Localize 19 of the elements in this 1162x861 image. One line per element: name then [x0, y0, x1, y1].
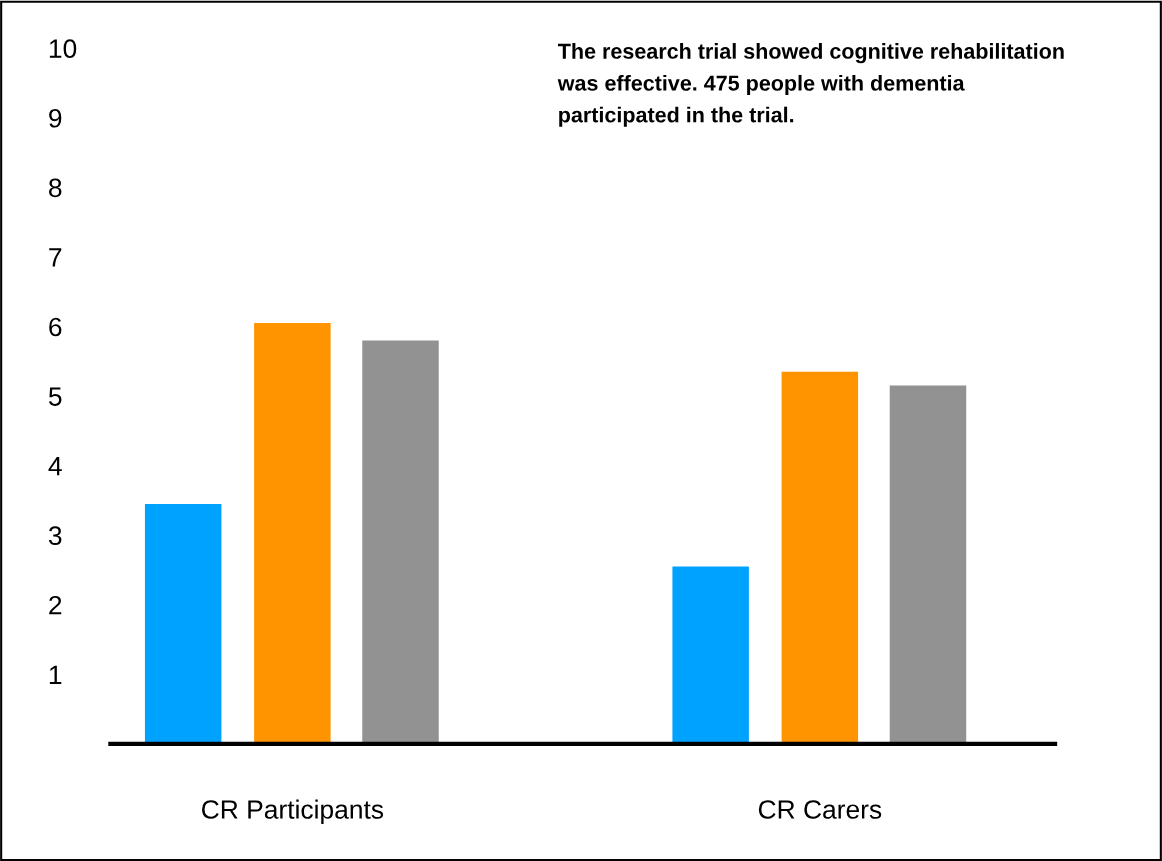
bar [254, 323, 331, 744]
y-tick-label: 10 [49, 39, 77, 59]
annotation: The research trial showed cognitive rehabilitation was effective. 475 people with dementia participated in the trial. [557, 43, 1064, 127]
y-tick-label: 9 [49, 108, 62, 128]
bar [672, 566, 749, 744]
y-tick-label: 8 [49, 178, 62, 198]
y-tick-label: 2 [49, 595, 62, 615]
x-tick-label: CR Carers [758, 800, 882, 819]
y-tick-label: 4 [48, 457, 62, 476]
y-tick-label: 7 [49, 248, 62, 267]
bar [889, 385, 967, 744]
y-tick-label: 6 [49, 317, 62, 337]
y-tick-label: 1 [49, 665, 62, 684]
bar [781, 371, 859, 744]
y-tick-label: 5 [48, 387, 62, 406]
bar [144, 503, 222, 744]
x-tick-label: CR Participants [202, 799, 384, 825]
y-tick-label: 3 [48, 526, 62, 546]
bar [362, 340, 439, 744]
